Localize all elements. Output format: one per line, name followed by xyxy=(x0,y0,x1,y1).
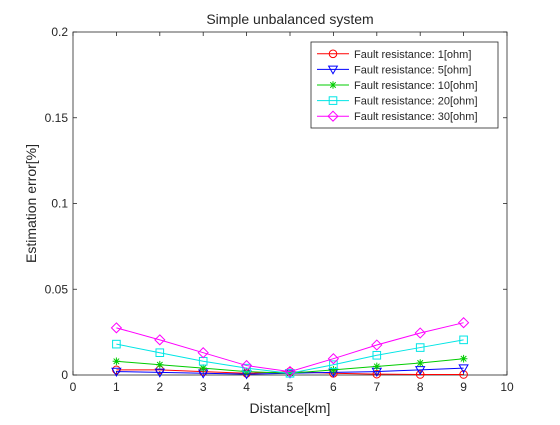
chart-title: Simple unbalanced system xyxy=(206,11,373,27)
data-point xyxy=(112,339,121,349)
x-tick-label: 0 xyxy=(70,380,77,394)
x-tick-label: 4 xyxy=(243,380,250,394)
data-point xyxy=(197,347,209,359)
data-point xyxy=(284,365,296,378)
data-point xyxy=(240,359,253,372)
data-point xyxy=(155,348,165,358)
x-tick-label: 3 xyxy=(200,380,207,394)
data-point xyxy=(373,362,381,371)
data-point xyxy=(371,339,383,351)
series-5 xyxy=(110,317,470,378)
legend-marker xyxy=(329,81,337,89)
data-point xyxy=(154,334,166,346)
data-point xyxy=(329,360,338,370)
data-point xyxy=(242,363,251,373)
data-point xyxy=(457,317,470,329)
legend-marker xyxy=(328,49,338,59)
y-axis-ticks: 0 0.05 0.1 0.15 0.2 xyxy=(45,25,507,382)
legend-marker xyxy=(327,110,339,122)
data-point xyxy=(416,359,424,367)
data-point xyxy=(372,369,382,379)
series-layer xyxy=(110,317,470,380)
x-tick-label: 1 xyxy=(113,380,120,394)
y-axis-label: Estimation error[%] xyxy=(23,144,39,263)
data-point xyxy=(329,366,338,374)
data-point xyxy=(458,364,469,374)
legend-label: Fault resistance: 20[ohm] xyxy=(354,96,478,108)
x-axis-label: Distance[km] xyxy=(250,400,331,416)
x-tick-label: 10 xyxy=(500,380,514,394)
legend-label: Fault resistance: 30[ohm] xyxy=(354,111,478,123)
series-line xyxy=(116,339,464,374)
data-point xyxy=(372,350,382,360)
data-point xyxy=(112,357,121,366)
y-tick-label: 0 xyxy=(61,368,68,382)
x-tick-label: 8 xyxy=(417,380,424,394)
y-tick-label: 0.05 xyxy=(45,282,69,296)
data-point xyxy=(415,343,425,352)
x-axis-ticks: 0 1 2 3 4 5 6 7 8 9 10 xyxy=(70,32,514,394)
legend-label: Fault resistance: 5[ohm] xyxy=(354,64,471,76)
data-point xyxy=(154,368,166,378)
legend: Fault resistance: 1[ohm] Fault resistance… xyxy=(310,41,499,129)
y-tick-label: 0.15 xyxy=(45,111,69,125)
legend-label: Fault resistance: 10[ohm] xyxy=(354,80,478,92)
legend-entry: Fault resistance: 1[ohm] xyxy=(317,49,471,61)
data-point xyxy=(414,327,426,339)
x-tick-label: 7 xyxy=(373,380,380,394)
legend-label: Fault resistance: 1[ohm] xyxy=(354,49,471,61)
data-point xyxy=(110,322,123,334)
x-tick-label: 6 xyxy=(330,380,337,394)
y-tick-label: 0.1 xyxy=(51,197,68,211)
legend-entry: Fault resistance: 30[ohm] xyxy=(317,110,478,123)
data-point xyxy=(459,370,468,379)
series-line xyxy=(116,322,464,373)
legend-marker xyxy=(328,96,338,105)
data-point xyxy=(459,335,468,345)
x-tick-label: 5 xyxy=(287,380,294,394)
x-tick-label: 2 xyxy=(156,380,163,394)
data-point xyxy=(156,360,164,369)
data-point xyxy=(459,354,468,363)
data-point xyxy=(415,370,425,379)
legend-entry: Fault resistance: 5[ohm] xyxy=(317,64,471,76)
data-point xyxy=(199,364,207,372)
legend-marker xyxy=(327,65,339,75)
legend-entry: Fault resistance: 20[ohm] xyxy=(317,96,478,108)
data-point xyxy=(111,367,122,377)
x-tick-label: 9 xyxy=(460,380,467,394)
legend-entry: Fault resistance: 10[ohm] xyxy=(317,80,478,92)
y-tick-label: 0.2 xyxy=(51,25,68,39)
data-point xyxy=(327,353,340,365)
